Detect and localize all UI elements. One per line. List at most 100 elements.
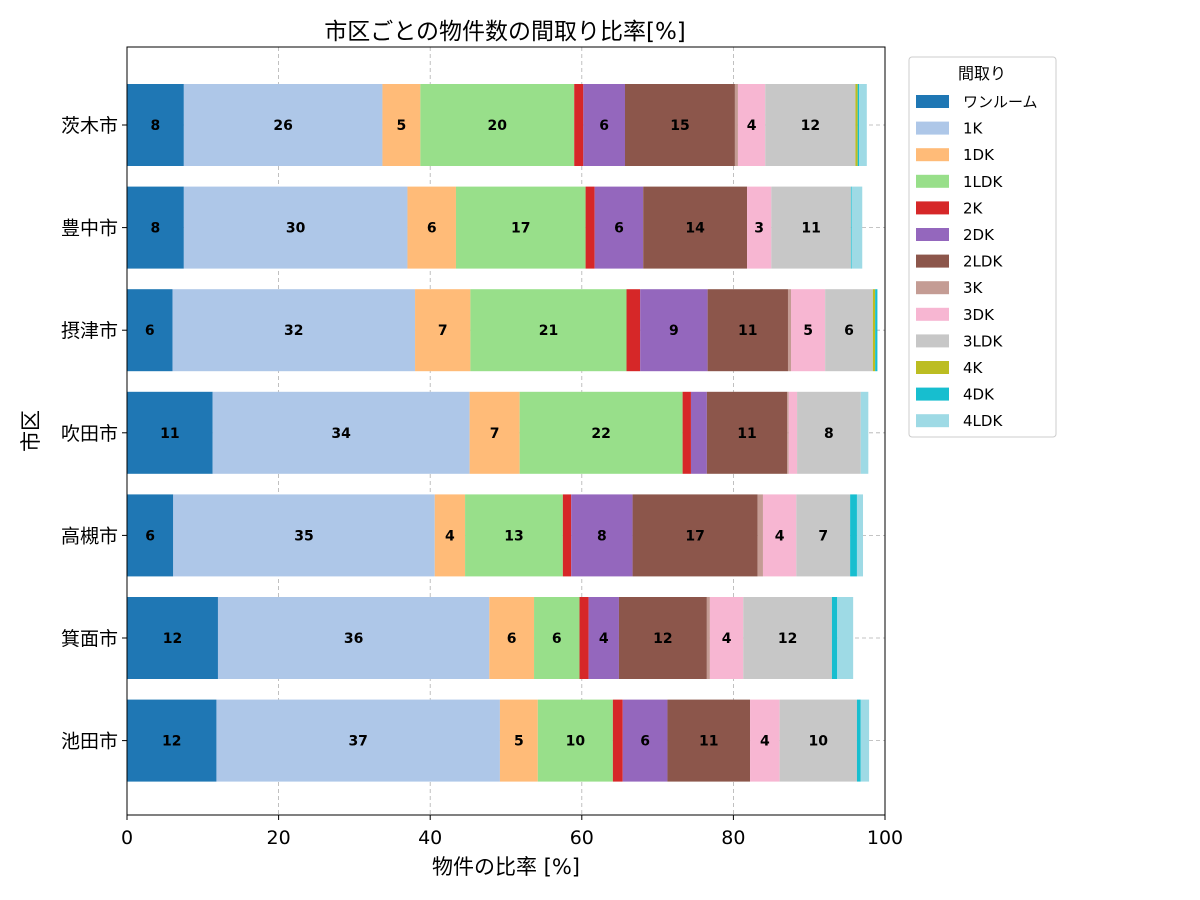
x-tick-label: 60 bbox=[570, 827, 594, 849]
legend-swatch bbox=[916, 307, 949, 321]
bar-segment bbox=[850, 494, 857, 577]
bar-segment bbox=[791, 289, 826, 372]
bar-segment bbox=[667, 699, 751, 782]
bar-segment bbox=[571, 494, 633, 577]
data-label: 37 bbox=[348, 734, 367, 750]
data-label: 4 bbox=[775, 528, 785, 544]
legend-swatch bbox=[916, 174, 949, 188]
data-label: 4 bbox=[722, 631, 732, 647]
y-tick-label: 箕面市 bbox=[61, 628, 118, 650]
bar-segment bbox=[216, 699, 500, 782]
bar-segment bbox=[640, 289, 708, 372]
chart-title: 市区ごとの物件数の間取り比率[%] bbox=[324, 19, 686, 45]
data-label: 12 bbox=[653, 631, 672, 647]
bar-segment bbox=[625, 84, 735, 166]
y-axis-title: 市区 bbox=[19, 410, 43, 452]
data-label: 30 bbox=[286, 221, 306, 237]
bar-segment bbox=[588, 597, 619, 679]
bar-segment bbox=[407, 186, 456, 269]
data-label: 12 bbox=[778, 631, 797, 647]
data-label: 6 bbox=[844, 323, 854, 339]
legend-swatch bbox=[916, 95, 949, 108]
bar-segment bbox=[173, 494, 435, 577]
bar-segment bbox=[127, 597, 218, 679]
legend-swatch bbox=[916, 121, 949, 135]
bar-segment bbox=[183, 84, 383, 166]
bar-segment bbox=[183, 186, 408, 269]
legend-items: ワンルーム 1K 1DK 1LDK 2K 2DK 2LDK 3K 3DK 3LDK 4K 4DK 4LD… bbox=[916, 93, 1038, 430]
bar-segment bbox=[574, 84, 584, 166]
data-label: 6 bbox=[507, 631, 517, 647]
data-label: 8 bbox=[151, 221, 161, 237]
bar-segment bbox=[831, 597, 838, 679]
y-tick-label: 茨木市 bbox=[61, 115, 118, 137]
data-label: 35 bbox=[294, 528, 313, 544]
bar-segment bbox=[682, 391, 691, 474]
data-labels: 8 26 5 20 6 15 4 12 8 30 6 17 6 14 3 11 6 32 7 21 9 11 5 6 11 34 7… bbox=[145, 118, 854, 750]
data-label: 36 bbox=[344, 631, 363, 647]
bar-segment bbox=[434, 494, 466, 577]
bar-segment bbox=[851, 186, 863, 269]
bar-segment bbox=[837, 597, 854, 679]
legend-label: 4DK bbox=[963, 386, 995, 404]
data-label: 15 bbox=[670, 118, 689, 134]
data-label: 26 bbox=[273, 118, 292, 134]
bar-segment bbox=[743, 597, 832, 679]
bar-segment bbox=[465, 494, 563, 577]
bar-segment bbox=[537, 699, 613, 782]
legend-label: 3DK bbox=[963, 306, 995, 324]
data-label: 7 bbox=[818, 528, 828, 544]
legend-swatch bbox=[916, 361, 949, 374]
bar-segment bbox=[856, 699, 861, 782]
bar-segment bbox=[787, 289, 792, 372]
legend-swatch bbox=[916, 414, 949, 428]
bars bbox=[127, 84, 878, 782]
bar-segment bbox=[788, 391, 798, 474]
data-label: 10 bbox=[809, 734, 829, 750]
bar-segment bbox=[737, 84, 766, 166]
bar-segment bbox=[489, 597, 535, 679]
bar-segment bbox=[127, 699, 217, 782]
bar-segment bbox=[127, 289, 173, 372]
bar-segment bbox=[217, 597, 490, 679]
data-label: 13 bbox=[504, 528, 523, 544]
bar-segment bbox=[643, 186, 748, 269]
bar-segment bbox=[127, 84, 184, 166]
bar-segment bbox=[860, 391, 869, 474]
bar-segment bbox=[127, 186, 184, 269]
data-label: 3 bbox=[754, 221, 764, 237]
legend: 間取り ワンルーム 1K 1DK 1LDK 2K 2DK 2LDK 3K 3DK 3LDK 4K 4D… bbox=[908, 56, 1057, 438]
bar-segment bbox=[469, 391, 520, 474]
bar-segment bbox=[875, 289, 878, 372]
y-tick-label: 摂津市 bbox=[61, 320, 118, 342]
bar-segment bbox=[612, 699, 623, 782]
bar-segment bbox=[779, 699, 857, 782]
plot-frame bbox=[126, 46, 886, 816]
legend-swatch bbox=[916, 201, 949, 215]
data-label: 17 bbox=[511, 221, 530, 237]
bar-segment bbox=[632, 494, 758, 577]
bar-segment bbox=[415, 289, 471, 372]
bar-segment bbox=[562, 494, 572, 577]
x-tick-label: 20 bbox=[267, 827, 291, 849]
legend-label: 4LDK bbox=[963, 412, 1003, 430]
legend-swatch bbox=[916, 228, 949, 241]
bar-segment bbox=[127, 391, 213, 474]
y-tick-label: 豊中市 bbox=[61, 218, 118, 240]
data-label: 11 bbox=[699, 734, 718, 750]
bar-segment bbox=[594, 186, 644, 269]
bar-segment bbox=[747, 186, 772, 269]
legend-swatch bbox=[916, 148, 949, 162]
bar-segment bbox=[420, 84, 575, 166]
legend-label: 1DK bbox=[963, 146, 995, 164]
legend-swatch bbox=[916, 281, 949, 295]
bar-segment bbox=[212, 391, 470, 474]
data-label: 5 bbox=[514, 734, 524, 750]
x-axis-ticks: 0 20 40 60 80 100 bbox=[121, 815, 903, 849]
data-label: 11 bbox=[738, 323, 757, 339]
data-label: 6 bbox=[599, 118, 609, 134]
bar-segment bbox=[172, 289, 416, 372]
x-tick-label: 0 bbox=[121, 827, 133, 849]
legend-swatch bbox=[916, 334, 949, 348]
data-label: 11 bbox=[801, 221, 820, 237]
